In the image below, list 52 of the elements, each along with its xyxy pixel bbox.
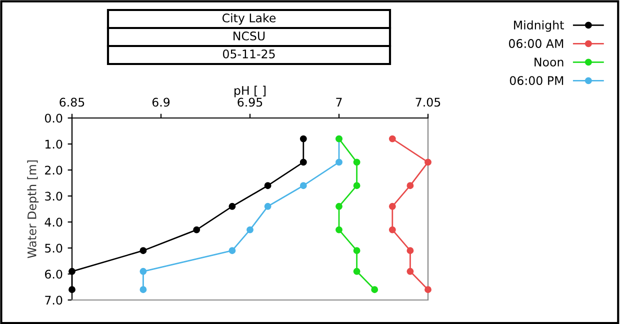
x-axis-title: pH [ ] xyxy=(234,86,266,98)
point xyxy=(140,247,147,254)
y-tick-label: 2.0 xyxy=(45,166,62,175)
chart-title: City Lake xyxy=(222,13,276,25)
point xyxy=(300,182,307,190)
legend-label: Noon xyxy=(534,58,564,66)
point xyxy=(406,268,414,275)
point xyxy=(406,182,414,190)
point xyxy=(353,268,360,275)
point xyxy=(388,226,396,234)
point xyxy=(228,202,236,210)
point xyxy=(353,182,360,190)
point xyxy=(140,286,147,294)
point xyxy=(264,182,272,190)
y-axis-title: Water Depth [m] xyxy=(27,160,39,258)
legend-label: 06:00 AM xyxy=(508,39,564,48)
point xyxy=(424,286,432,294)
point xyxy=(228,247,236,254)
y-tick-label: 6.0 xyxy=(45,270,62,279)
point xyxy=(336,226,342,234)
point xyxy=(406,247,414,254)
y-tick-label: 0.0 xyxy=(44,114,62,123)
point xyxy=(300,135,307,142)
point xyxy=(353,247,360,254)
text: 05-11-25 xyxy=(222,49,275,58)
legend-label: 06:00 PM xyxy=(510,76,564,86)
y-tick-label: 1.0 xyxy=(45,140,62,149)
point xyxy=(388,135,396,142)
y-tick-label: 7.0 xyxy=(45,296,62,305)
x-tick-label: 6.9 xyxy=(152,98,170,107)
chart-subtitle: NCSU xyxy=(234,31,265,40)
point xyxy=(424,158,432,166)
y-tick-label: 3.0 xyxy=(45,192,62,201)
legend-label: Midnight xyxy=(514,20,564,32)
y-tick-label: 4.0 xyxy=(44,218,62,227)
point xyxy=(193,226,200,234)
x-tick-label: 6.85 xyxy=(60,98,84,107)
x-tick-label: 6.95 xyxy=(238,98,262,107)
x-tick-label: 7 xyxy=(336,98,342,107)
point xyxy=(246,226,254,234)
point xyxy=(336,202,342,210)
point xyxy=(140,268,147,275)
point xyxy=(264,202,272,210)
point xyxy=(68,286,76,294)
point xyxy=(371,286,378,294)
point xyxy=(68,268,76,275)
y-tick-label: 5.0 xyxy=(45,244,62,253)
point xyxy=(353,158,360,166)
point xyxy=(300,158,307,166)
point xyxy=(388,202,396,210)
point xyxy=(336,158,342,166)
x-tick-label: 7.05 xyxy=(416,98,440,107)
